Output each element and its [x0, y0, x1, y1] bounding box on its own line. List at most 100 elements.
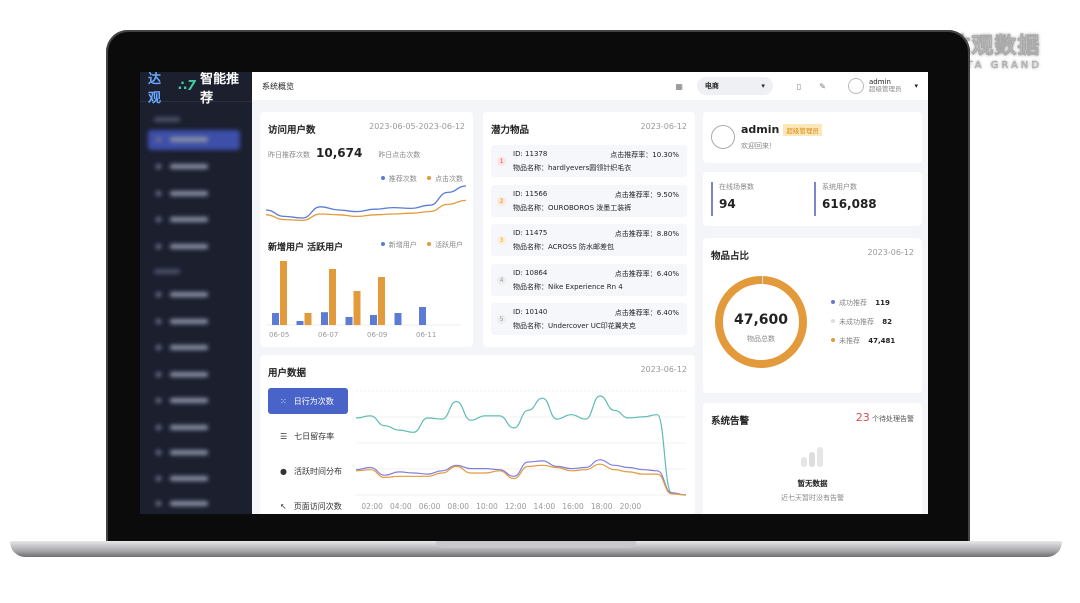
user-data-line-chart: 02:00 04:00 06:00 08:00 10:00 12:00 14:00 16:00…: [356, 390, 687, 511]
x-tick-label: 16:00: [562, 502, 584, 511]
series-line: [266, 199, 466, 222]
legend-item: 未成功推荐 82: [831, 317, 895, 327]
x-tick-label: 06-11: [416, 331, 436, 339]
scatter-icon: ⁙: [280, 396, 287, 406]
breadcrumb: 系统概览: [262, 81, 294, 91]
sidebar-item[interactable]: [148, 157, 240, 177]
sidebar-item[interactable]: [148, 338, 240, 358]
bar-active-users: [280, 261, 287, 325]
visits-legend: 推荐次数 点击次数: [380, 174, 463, 184]
item-share-donut: [715, 276, 807, 368]
sidebar-item[interactable]: [148, 469, 240, 489]
user-data-card: 用户数据 2023-06-12 ⁙ 日行为次数 ☰ 七日留存率 ● 活跃时间分布 ↖ 页面访问…: [260, 355, 695, 514]
rank-badge: 1: [497, 157, 506, 166]
role-badge: 超级管理员: [783, 123, 822, 136]
line-icon: ↖: [280, 501, 287, 511]
alert-count: 23: [855, 411, 870, 424]
bar-active-users: [378, 277, 385, 325]
bar-new-users: [272, 313, 279, 325]
sidebar-section-label: [148, 110, 240, 130]
x-tick-label: 06-09: [367, 331, 387, 339]
sidebar-item[interactable]: [148, 443, 240, 463]
x-tick-label: 06:00: [419, 502, 441, 511]
bar-new-users: [370, 315, 377, 325]
potential-item[interactable]: 3 ID: 11475 点击推荐率：8.80% 物品名称：ACROSS 防水邮差…: [491, 224, 687, 256]
x-tick-label: 14:00: [534, 502, 556, 511]
user-menu[interactable]: admin 超级管理员 ▾: [847, 78, 918, 94]
top-header: 系统概览 ▦ 电商 ▾ ▯ ✎ admin 超级管理员 ▾: [252, 72, 928, 100]
sidebar-section-label: [148, 262, 240, 282]
series-line: [266, 185, 466, 219]
potential-item[interactable]: 5 ID: 10140 点击推荐率：6.40% 物品名称：Undercover …: [491, 303, 687, 335]
pen-icon[interactable]: ✎: [819, 81, 826, 91]
visits-line-chart: [266, 185, 466, 222]
x-tick-label: 06-05: [269, 331, 289, 339]
brand-logo: 达观 ∴7 智能推荐: [140, 72, 252, 106]
bar-new-users: [296, 321, 304, 325]
sidebar-item[interactable]: [148, 494, 240, 514]
sidebar-item[interactable]: [148, 418, 240, 438]
sidebar-item[interactable]: [148, 365, 240, 385]
x-tick-label: 04:00: [390, 502, 412, 511]
potential-item[interactable]: 2 ID: 11566 点击推荐率：9.50% 物品名称：OUROBOROS 泼…: [491, 184, 687, 217]
sidebar-item[interactable]: [148, 210, 240, 230]
rank-badge: 2: [497, 196, 506, 206]
potential-items-card: 潜力物品 2023-06-12 1 ID: 11378 点击推荐率：10.30%…: [483, 112, 695, 347]
potential-item[interactable]: 4 ID: 10864 点击推荐率：6.40% 物品名称：Nike Experi…: [491, 263, 687, 296]
stopwatch-icon: ●: [280, 466, 287, 476]
bar-new-users: [321, 312, 328, 325]
sidebar-item[interactable]: [148, 237, 240, 257]
laptop-notch: [436, 541, 636, 548]
x-tick-label: 06-07: [318, 331, 338, 339]
rank-badge: 4: [497, 275, 506, 285]
bars-icon: ☰: [280, 431, 288, 441]
rank-badge: 3: [497, 236, 506, 245]
series-line: [356, 459, 687, 496]
legend-item: 成功推荐 119: [831, 298, 895, 308]
series-line: [356, 463, 687, 496]
bar-active-users: [353, 291, 361, 325]
bar-new-users: [419, 307, 426, 325]
bar-new-users: [394, 313, 402, 325]
x-tick-label: 10:00: [476, 502, 498, 511]
scene-select[interactable]: 电商 ▾: [696, 77, 773, 95]
sidebar: 达观 ∴7 智能推荐: [140, 72, 252, 514]
tab-2[interactable]: ☰ 七日留存率: [280, 431, 335, 441]
tab-1[interactable]: ⁙ 日行为次数: [268, 388, 348, 414]
alerts-card: 系统告警 23 个待处理告警 暂无数据 近七天暂时没有告警: [703, 403, 922, 514]
series-line: [356, 395, 687, 496]
avatar: [711, 125, 735, 149]
x-tick-label: 08:00: [447, 502, 469, 511]
rank-badge: 5: [497, 315, 506, 324]
stats-card: 在线场景数 94 系统用户数 616,088: [703, 172, 922, 226]
rec-value: 10,674: [316, 146, 363, 160]
potential-item[interactable]: 1 ID: 11378 点击推荐率：10.30% 物品名称：hardlyever…: [491, 145, 687, 177]
grid-icon[interactable]: ▦: [675, 81, 683, 91]
x-tick-label: 18:00: [591, 502, 613, 511]
legend-item: 未推荐 47,481: [831, 336, 895, 346]
bar-new-users: [345, 317, 353, 325]
app-screen: 达观 ∴7 智能推荐 系统概览 ▦ 电商 ▾ ▯ ✎ admin 超级管理员 ▾ 访问用…: [140, 72, 928, 514]
empty-data-icon: [801, 447, 823, 467]
profile-card: admin 超级管理员 欢迎回来！: [703, 112, 922, 163]
sidebar-item[interactable]: [148, 312, 240, 332]
document-icon[interactable]: ▯: [796, 81, 802, 91]
bar-active-users: [329, 269, 336, 325]
bar-active-users: [304, 313, 312, 325]
tab-4[interactable]: ↖ 页面访问次数: [280, 501, 342, 511]
x-tick-label: 12:00: [505, 502, 527, 511]
donut-slice: [715, 276, 807, 368]
sidebar-item[interactable]: [148, 184, 240, 204]
users-bar-chart: 06-05 06-07 06-09 06-11: [266, 261, 461, 339]
x-tick-label: 02:00: [361, 502, 383, 511]
users-legend: 新增用户 活跃用户: [380, 240, 463, 250]
item-share-card: 物品占比 2023-06-12 47,600 物品总数 成功推荐 119 未成功推…: [703, 238, 922, 393]
x-tick-label: 20:00: [620, 502, 642, 511]
avatar: [847, 78, 864, 94]
tab-3[interactable]: ● 活跃时间分布: [280, 466, 342, 476]
chevron-down-icon: ▾: [914, 82, 918, 90]
sidebar-item[interactable]: [148, 130, 240, 150]
visits-card: 访问用户数 2023-06-05-2023-06-12 昨日推荐次数 10,67…: [260, 112, 473, 347]
sidebar-item[interactable]: [148, 285, 240, 305]
sidebar-item[interactable]: [148, 391, 240, 411]
